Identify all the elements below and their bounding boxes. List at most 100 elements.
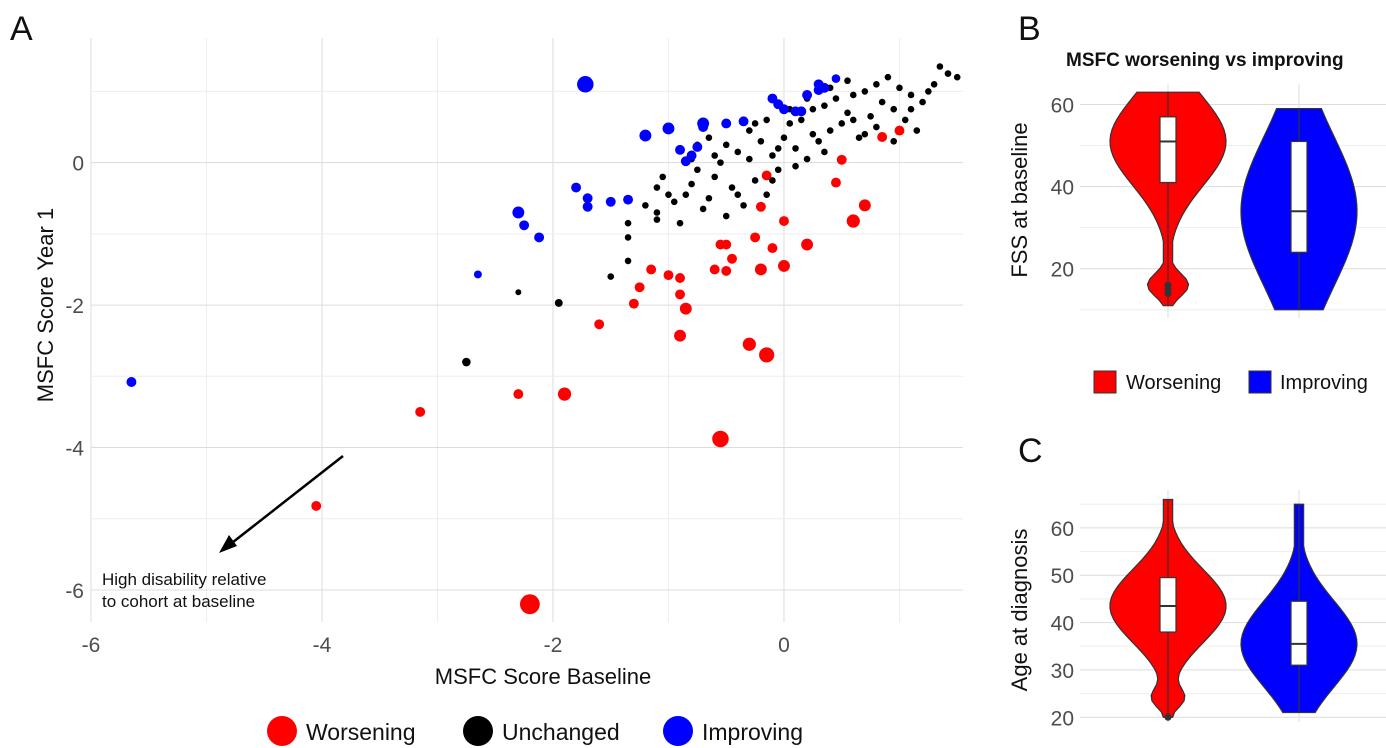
point-worsening	[779, 216, 789, 226]
violin-legend-label-improving: Improving	[1280, 372, 1368, 394]
box-worsening	[1159, 116, 1177, 184]
point-unchanged	[901, 116, 909, 124]
point-unchanged	[734, 148, 742, 156]
age-y-axis-title: Age at diagnosis	[1007, 529, 1032, 692]
point-unchanged	[682, 191, 690, 198]
point-unchanged	[792, 162, 799, 170]
point-worsening	[831, 177, 841, 188]
point-unchanged	[919, 98, 926, 106]
point-worsening	[557, 387, 572, 401]
point-unchanged	[821, 102, 828, 109]
point-worsening	[801, 238, 814, 251]
point-worsening	[778, 259, 790, 272]
point-worsening	[750, 232, 761, 243]
annotation-line-1: High disability relative	[102, 570, 266, 589]
point-unchanged	[821, 148, 828, 156]
point-worsening	[721, 265, 732, 276]
point-unchanged	[774, 166, 782, 174]
x-axis-title: MSFC Score Baseline	[435, 664, 651, 689]
y-tick-label: -6	[65, 580, 84, 603]
point-improving	[571, 182, 582, 193]
point-unchanged	[890, 105, 898, 113]
violin-y-tick-label: 60	[1051, 95, 1074, 118]
point-unchanged	[763, 191, 770, 198]
panel-letter-c: C	[1018, 432, 1043, 470]
box-improving	[1290, 140, 1308, 253]
point-improving	[605, 196, 616, 207]
point-unchanged	[809, 105, 817, 113]
annotation-arrow-head	[219, 535, 237, 553]
point-unchanged	[624, 257, 632, 265]
point-unchanged	[515, 289, 522, 296]
point-unchanged	[746, 127, 753, 134]
point-worsening	[663, 270, 674, 281]
point-unchanged	[462, 357, 471, 367]
y-tick-label: 0	[72, 153, 84, 176]
point-worsening	[767, 243, 778, 254]
annotation-arrow-line	[227, 455, 344, 547]
point-unchanged	[728, 184, 736, 191]
point-unchanged	[653, 209, 661, 216]
point-unchanged	[740, 202, 747, 209]
point-unchanged	[763, 116, 770, 124]
point-worsening	[846, 214, 860, 228]
scatter-ticks: -6 -4 -2 0 -6 -4 -2 0	[65, 153, 790, 657]
point-improving	[686, 150, 697, 161]
fss-y-axis-title: FSS at baseline	[1007, 122, 1032, 277]
scatter-points	[126, 63, 961, 615]
outlier-worsening	[1164, 713, 1172, 721]
violin-y-tick-label: 20	[1051, 259, 1074, 282]
point-unchanged	[803, 155, 811, 163]
violin-legend: Worsening Improving	[1093, 370, 1368, 394]
point-unchanged	[711, 173, 718, 181]
point-worsening	[634, 282, 645, 293]
point-improving	[819, 82, 830, 93]
y-tick-label: -4	[65, 438, 84, 461]
violin-y-tick-label: 50	[1051, 565, 1074, 588]
point-improving	[473, 270, 482, 279]
point-improving	[662, 122, 675, 135]
point-unchanged	[757, 137, 765, 145]
point-worsening	[675, 289, 685, 300]
point-worsening	[858, 199, 871, 212]
point-improving	[126, 377, 137, 387]
violin-legend-label-worsening: Worsening	[1126, 372, 1221, 394]
point-unchanged	[642, 202, 649, 209]
point-unchanged	[734, 191, 742, 198]
legend-swatch-improving	[663, 716, 693, 746]
point-improving	[577, 76, 594, 93]
point-unchanged	[944, 70, 952, 77]
point-unchanged	[688, 180, 695, 188]
legend-swatch-worsening	[267, 716, 297, 746]
point-unchanged	[907, 105, 915, 113]
scatter-panel: -6 -4 -2 0 -6 -4 -2 0 MSFC Score Baseline MSFC …	[33, 38, 963, 746]
y-axis-title: MSFC Score Year 1	[33, 208, 58, 402]
point-unchanged	[769, 177, 776, 184]
point-improving	[512, 206, 525, 219]
violin-panel-age: 20 30 40 50 60 Age at diagnosis	[1007, 490, 1386, 730]
violin-y-tick-label: 40	[1051, 613, 1074, 636]
point-unchanged	[861, 88, 869, 95]
x-tick-label: -6	[82, 634, 101, 657]
point-improving	[698, 122, 709, 132]
point-improving	[519, 220, 530, 231]
point-worsening	[594, 319, 605, 330]
point-worsening	[836, 154, 847, 165]
point-unchanged	[717, 159, 724, 166]
violin-y-tick-label: 20	[1051, 707, 1074, 730]
age-violins	[1109, 498, 1358, 721]
violin-y-tick-label: 60	[1051, 518, 1074, 541]
point-worsening	[513, 389, 524, 400]
point-improving	[623, 194, 634, 205]
point-worsening	[679, 302, 692, 315]
point-worsening	[674, 329, 686, 342]
point-unchanged	[780, 134, 788, 142]
legend-label-unchanged: Unchanged	[502, 719, 620, 745]
point-unchanged	[896, 84, 903, 92]
point-unchanged	[705, 134, 713, 142]
x-tick-label: -4	[313, 634, 332, 657]
scatter-grid	[90, 38, 963, 622]
violin-panel-fss: MSFC worsening vs improving 20 40 60 FSS a…	[1007, 50, 1386, 394]
point-unchanged	[792, 145, 799, 152]
